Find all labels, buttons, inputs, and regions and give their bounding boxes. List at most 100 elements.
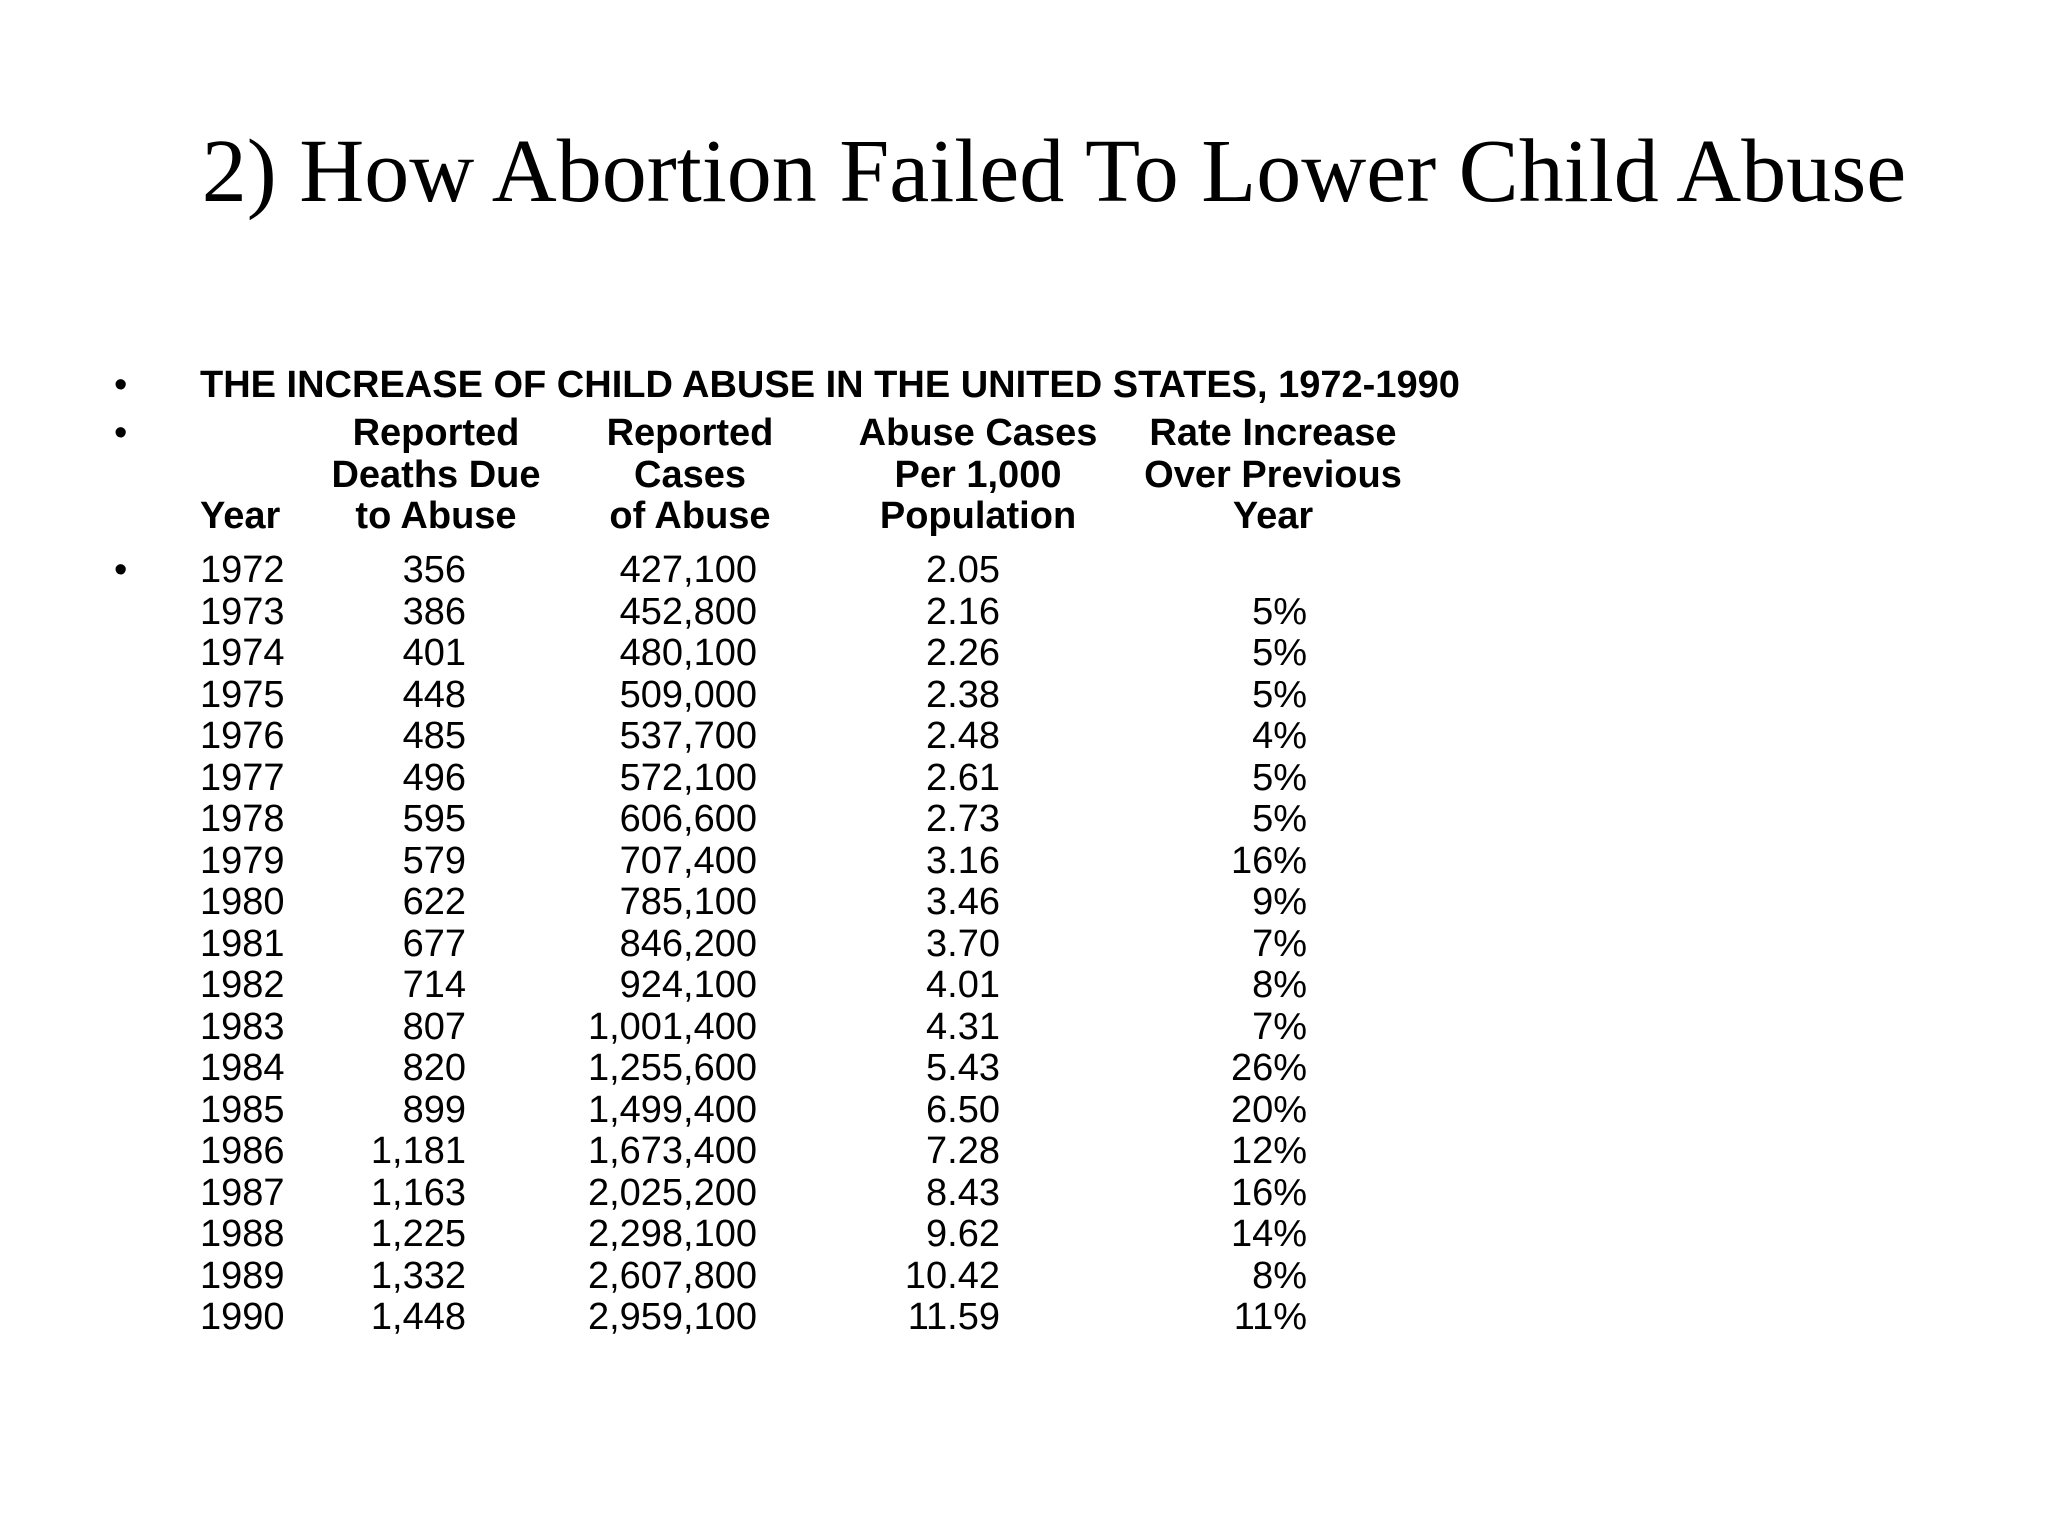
table-row: 1978 595 606,600 2.73 5%	[0, 798, 2048, 841]
cell-deaths: 1,225	[370, 1213, 466, 1255]
cell-per-1000: 6.50	[926, 1088, 1000, 1131]
cell-per-1000: 2.05	[926, 549, 1000, 591]
column-header-per-1000: Population	[879, 495, 1077, 537]
cell-year: 1972	[200, 549, 285, 591]
cell-year: 1990	[200, 1296, 285, 1338]
cell-deaths: 1,332	[370, 1254, 466, 1297]
cell-per-1000: 8.43	[926, 1171, 1000, 1214]
cell-deaths: 807	[402, 1005, 466, 1048]
cell-cases: 924,100	[619, 964, 757, 1006]
table-row: 1979 579 707,400 3.16 16%	[0, 839, 2048, 883]
cell-year: 1973	[200, 590, 285, 633]
table-row: 1990 1,448 2,959,100 11.59 11%	[0, 1296, 2048, 1339]
table-row: 1976 485 537,700 2.48 4%	[0, 715, 2048, 758]
cell-deaths: 1,448	[370, 1296, 466, 1338]
cell-deaths: 448	[402, 673, 466, 716]
table-row: 1985 899 1,499,400 6.50 20%	[0, 1088, 2048, 1132]
cell-deaths: 356	[402, 549, 466, 591]
column-header-per-1000: Abuse Cases	[858, 412, 1098, 454]
cell-cases: 846,200	[619, 922, 757, 965]
cell-deaths: 401	[402, 632, 466, 674]
cell-cases: 707,400	[619, 839, 757, 882]
cell-per-1000: 2.16	[926, 590, 1000, 633]
page-title: 2) How Abortion Failed To Lower Child Ab…	[201, 122, 1907, 221]
table-row: 1986 1,181 1,673,400 7.28 12%	[0, 1130, 2048, 1173]
cell-deaths: 899	[402, 1088, 466, 1131]
cell-year: 1989	[200, 1254, 285, 1297]
bullet-icon: •	[114, 549, 128, 591]
cell-year: 1978	[200, 798, 285, 840]
cell-rate: 8%	[1252, 964, 1307, 1006]
cell-rate: 7%	[1252, 922, 1307, 965]
cell-year: 1988	[200, 1213, 285, 1255]
cell-year: 1984	[200, 1047, 285, 1089]
table-row: 1973 386 452,800 2.16 5%	[0, 590, 2048, 634]
cell-rate: 8%	[1252, 1254, 1307, 1297]
cell-rate: 11%	[1233, 1296, 1307, 1338]
table-row: 1988 1,225 2,298,100 9.62 14%	[0, 1213, 2048, 1256]
cell-rate: 26%	[1230, 1047, 1307, 1089]
cell-deaths: 1,163	[370, 1171, 466, 1214]
cell-per-1000: 11.59	[907, 1296, 1000, 1338]
cell-per-1000: 3.16	[926, 839, 1000, 882]
cell-year: 1975	[200, 673, 285, 716]
cell-cases: 2,607,800	[587, 1254, 757, 1297]
column-header-rate: Year	[1232, 495, 1314, 537]
cell-cases: 1,001,400	[587, 1005, 757, 1048]
cell-year: 1976	[200, 715, 285, 757]
cell-deaths: 579	[402, 839, 466, 882]
cell-year: 1982	[200, 964, 285, 1006]
table-row: 1977 496 572,100 2.61 5%	[0, 756, 2048, 800]
cell-per-1000: 10.42	[904, 1254, 1000, 1297]
cell-deaths: 622	[402, 881, 466, 923]
cell-rate: 5%	[1252, 756, 1307, 799]
cell-cases: 572,100	[619, 756, 757, 799]
cell-rate: 12%	[1230, 1130, 1307, 1172]
cell-year: 1981	[200, 922, 285, 965]
cell-cases: 1,673,400	[587, 1130, 757, 1172]
cell-year: 1985	[200, 1088, 285, 1131]
cell-cases: 2,298,100	[587, 1213, 757, 1255]
cell-year: 1979	[200, 839, 285, 882]
table-row: 1974 401 480,100 2.26 5%	[0, 632, 2048, 675]
table-row: 1982 714 924,100 4.01 8%	[0, 964, 2048, 1007]
cell-per-1000: 2.73	[926, 798, 1000, 840]
cell-rate: 7%	[1252, 1005, 1307, 1048]
table-row: 1983 807 1,001,400 4.31 7%	[0, 1005, 2048, 1049]
column-header-cases: Reported	[606, 412, 774, 454]
cell-year: 1977	[200, 756, 285, 799]
cell-rate: 4%	[1252, 715, 1307, 757]
cell-deaths: 820	[402, 1047, 466, 1089]
cell-per-1000: 7.28	[926, 1130, 1000, 1172]
cell-cases: 480,100	[619, 632, 757, 674]
column-header-deaths: Deaths Due	[331, 453, 541, 496]
cell-per-1000: 5.43	[926, 1047, 1000, 1089]
cell-rate: 5%	[1252, 673, 1307, 716]
cell-rate: 20%	[1230, 1088, 1307, 1131]
cell-year: 1987	[200, 1171, 285, 1214]
cell-rate: 9%	[1252, 881, 1307, 923]
table-row: 1987 1,163 2,025,200 8.43 16%	[0, 1171, 2048, 1215]
cell-cases: 509,000	[619, 673, 757, 716]
cell-cases: 785,100	[619, 881, 757, 923]
column-header-per-1000: Per 1,000	[894, 453, 1062, 496]
column-header-cases: of Abuse	[609, 495, 771, 537]
table-row: 1989 1,332 2,607,800 10.42 8%	[0, 1254, 2048, 1298]
cell-cases: 452,800	[619, 590, 757, 633]
cell-deaths: 1,181	[370, 1130, 466, 1172]
bullet-icon: •	[114, 364, 128, 406]
cell-cases: 2,025,200	[587, 1171, 757, 1214]
column-header-deaths: Reported	[352, 412, 520, 454]
table-row: 1975 448 509,000 2.38 5%	[0, 673, 2048, 717]
cell-cases: 606,600	[619, 798, 757, 840]
cell-deaths: 386	[402, 590, 466, 633]
cell-year: 1980	[200, 881, 285, 923]
cell-rate: 5%	[1252, 590, 1307, 633]
table-row: 1980 622 785,100 3.46 9%	[0, 881, 2048, 924]
cell-per-1000: 2.61	[926, 756, 1000, 799]
cell-rate: 14%	[1230, 1213, 1307, 1255]
cell-per-1000: 9.62	[926, 1213, 1000, 1255]
cell-cases: 537,700	[619, 715, 757, 757]
